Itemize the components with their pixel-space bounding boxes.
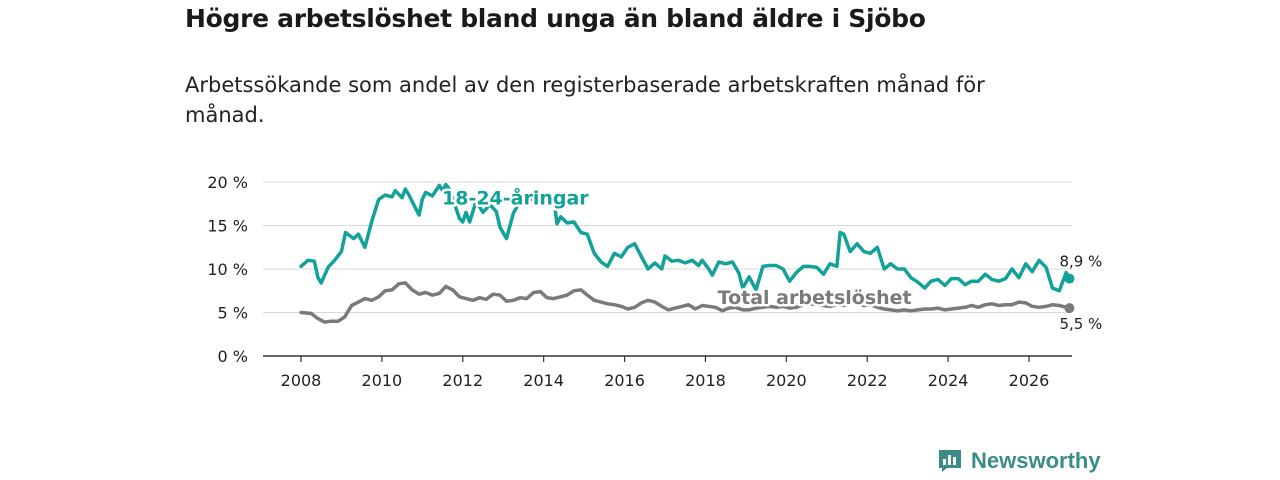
end-point-youth <box>1064 273 1075 284</box>
x-tick-label: 2020 <box>766 371 807 390</box>
x-tick-label: 2024 <box>928 371 969 390</box>
x-tick-label: 2018 <box>685 371 726 390</box>
x-tick-label: 2012 <box>442 371 483 390</box>
series-line-total <box>299 281 1072 324</box>
end-label-total: 5,5 % <box>1059 315 1102 333</box>
y-tick-label: 15 % <box>207 217 248 236</box>
y-tick-label: 10 % <box>207 260 248 279</box>
series-label-youth: 18-24-åringar <box>442 186 589 210</box>
y-tick-label: 5 % <box>218 304 248 323</box>
x-tick-label: 2022 <box>847 371 888 390</box>
x-tick-label: 2010 <box>362 371 403 390</box>
brand: Newsworthy <box>937 448 1101 474</box>
brand-name: Newsworthy <box>971 448 1101 473</box>
x-tick-label: 2014 <box>523 371 564 390</box>
x-tick-label: 2008 <box>281 371 322 390</box>
y-tick-label: 20 % <box>207 173 248 192</box>
series-label-total: Total arbetslöshet <box>718 287 912 309</box>
newsworthy-logo-icon <box>939 450 961 472</box>
chart-title: Högre arbetslöshet bland unga än bland ä… <box>185 4 926 33</box>
y-tick-label: 0 % <box>218 347 248 366</box>
chart-subtitle: Arbetssökande som andel av den registerb… <box>185 73 985 127</box>
series-line-youth <box>299 182 1072 293</box>
end-point-total <box>1064 303 1075 314</box>
x-tick-label: 2026 <box>1009 371 1050 390</box>
end-label-youth: 8,9 % <box>1059 253 1102 271</box>
x-tick-label: 2016 <box>604 371 645 390</box>
